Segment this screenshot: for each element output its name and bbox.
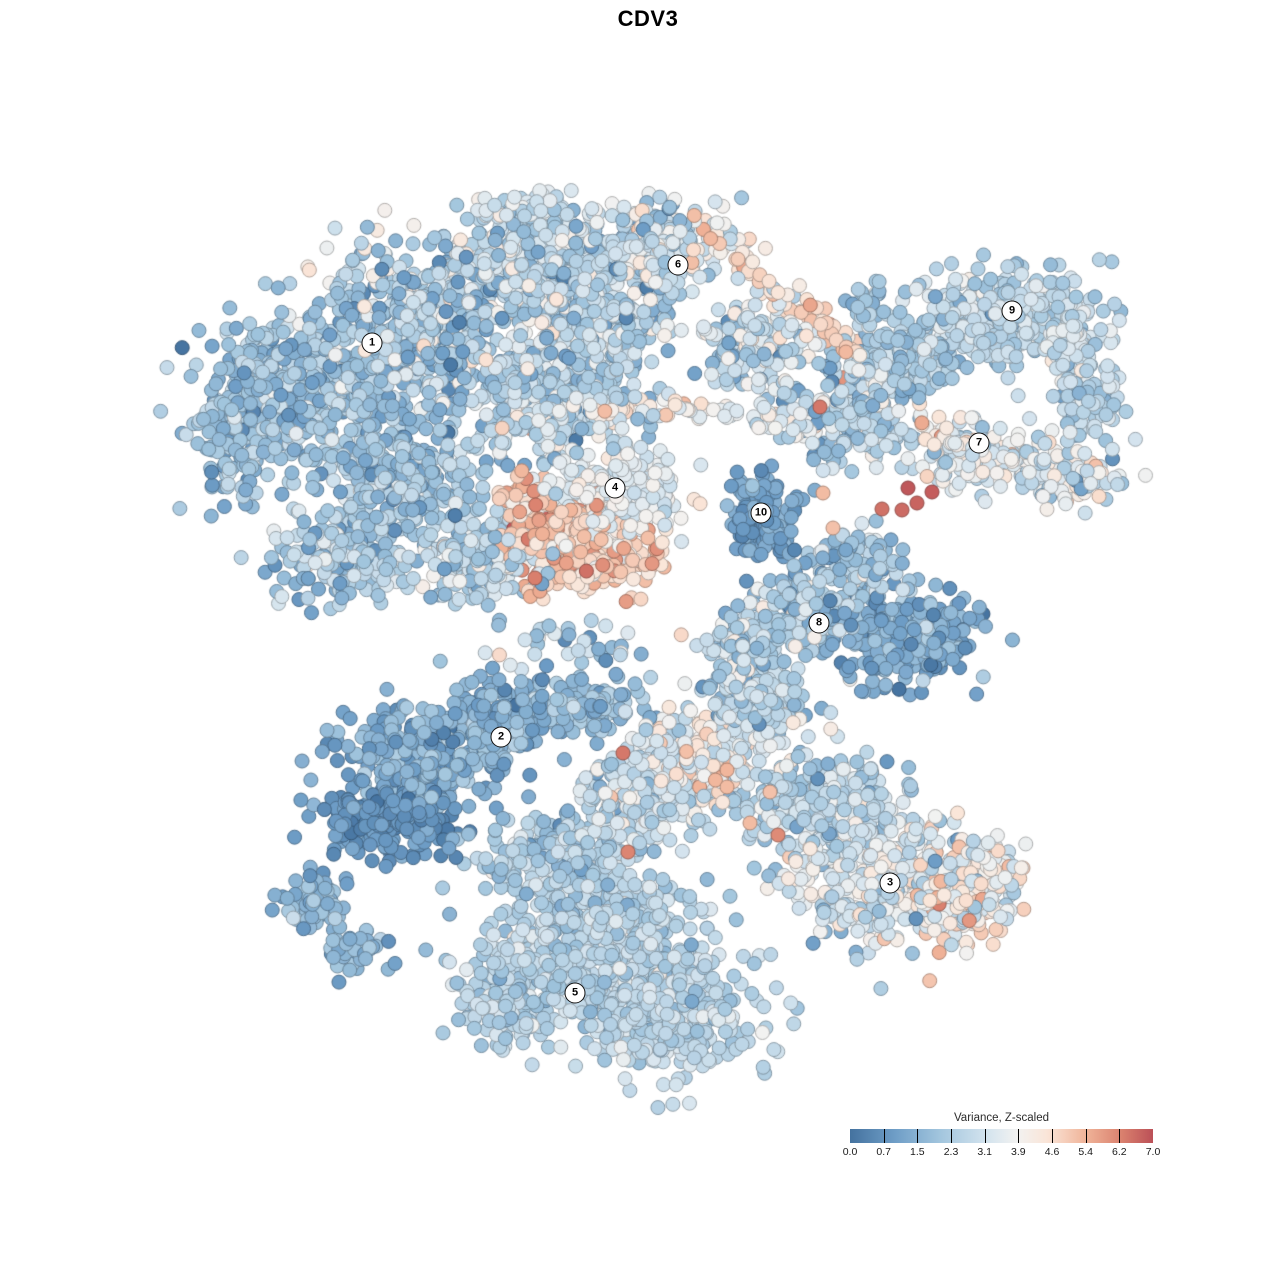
colorbar-tick-label: 3.9 — [1011, 1146, 1026, 1158]
colorbar-tick-mark — [1052, 1129, 1053, 1143]
colorbar-tick-label: 6.2 — [1112, 1146, 1127, 1158]
colorbar-tick-label: 3.1 — [977, 1146, 992, 1158]
colorbar-tick-label: 0.0 — [842, 1146, 858, 1158]
cluster-label-9: 9 — [1001, 300, 1023, 322]
colorbar-tick-label: 1.5 — [910, 1146, 925, 1158]
colorbar-legend: Variance, Z-scaled 0.0 0.7 1.5 2.3 3.1 3… — [843, 1112, 1161, 1160]
colorbar-tick-label: 4.6 — [1044, 1146, 1060, 1158]
colorbar-tick-mark — [951, 1129, 952, 1143]
colorbar-tick-mark — [1018, 1129, 1020, 1143]
colorbar-tick-mark — [984, 1129, 986, 1143]
legend-title: Variance, Z-scaled — [953, 1112, 1050, 1124]
colorbar-tick-label: 0.7 — [876, 1146, 891, 1158]
colorbar-tick-mark — [1085, 1129, 1087, 1143]
cluster-label-4: 4 — [604, 477, 626, 499]
cluster-label-1: 1 — [361, 332, 383, 354]
colorbar-tick-mark — [917, 1129, 919, 1143]
colorbar-tick-label: 2.3 — [943, 1146, 959, 1158]
cluster-label-10: 10 — [750, 502, 772, 524]
colorbar-tick-labels: 0.0 0.7 1.5 2.3 3.1 3.9 4.6 5.4 6.2 7.0 — [843, 1146, 1161, 1160]
cluster-label-7: 7 — [968, 432, 990, 454]
cluster-label-8: 8 — [808, 612, 830, 634]
cluster-label-3: 3 — [879, 872, 901, 894]
colorbar-tick-label: 7.0 — [1145, 1146, 1161, 1158]
colorbar-gradient — [850, 1129, 1153, 1143]
cluster-label-5: 5 — [564, 982, 586, 1004]
cluster-label-2: 2 — [490, 726, 512, 748]
colorbar-tick-label: 5.4 — [1078, 1146, 1093, 1158]
cluster-label-6: 6 — [667, 254, 689, 276]
colorbar-tick-mark — [1119, 1129, 1121, 1143]
colorbar-tick-mark — [883, 1129, 885, 1143]
